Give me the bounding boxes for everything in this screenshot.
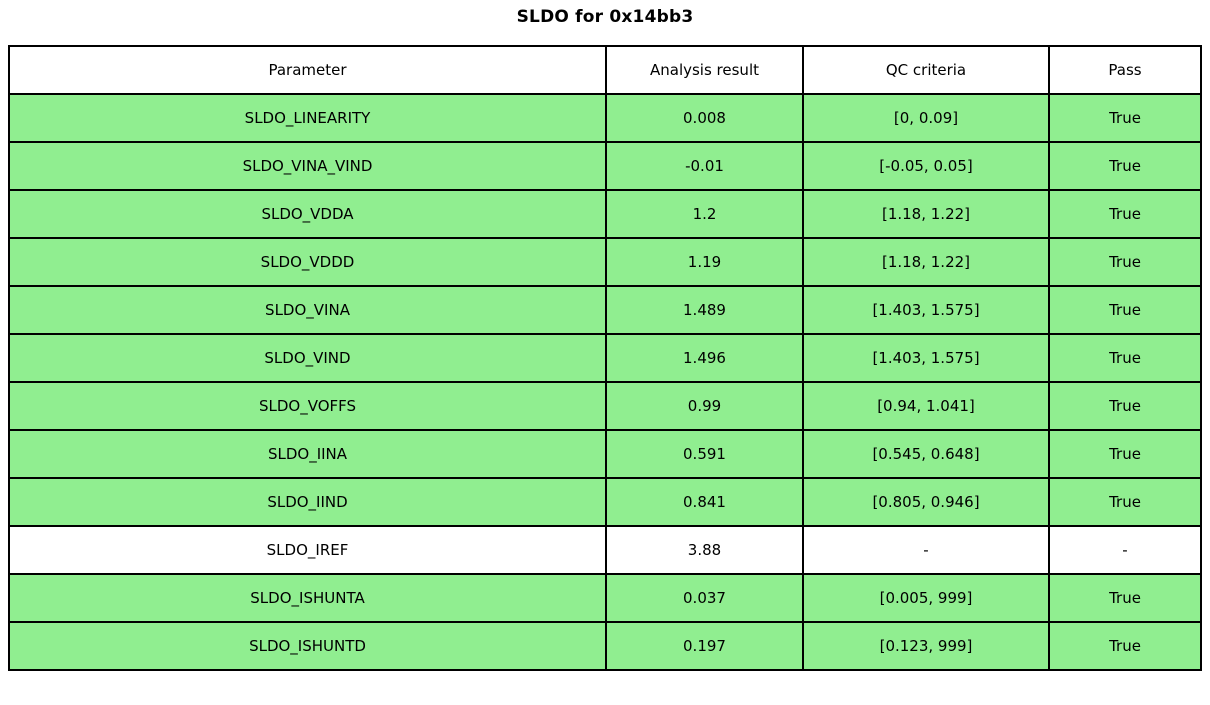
cell-pass: True bbox=[1048, 573, 1202, 623]
cell-qc-criteria: [0.94, 1.041] bbox=[802, 381, 1050, 431]
cell-analysis-result: 1.19 bbox=[605, 237, 804, 287]
cell-qc-criteria: [0.545, 0.648] bbox=[802, 429, 1050, 479]
header-row: Parameter Analysis result QC criteria Pa… bbox=[8, 45, 1202, 95]
cell-qc-criteria: [1.18, 1.22] bbox=[802, 237, 1050, 287]
cell-analysis-result: -0.01 bbox=[605, 141, 804, 191]
column-header-analysis-result: Analysis result bbox=[605, 45, 804, 95]
cell-pass: True bbox=[1048, 189, 1202, 239]
table-row: SLDO_LINEARITY 0.008 [0, 0.09] True bbox=[8, 93, 1202, 143]
cell-analysis-result: 0.197 bbox=[605, 621, 804, 671]
cell-parameter: SLDO_VINA bbox=[8, 285, 607, 335]
cell-pass: True bbox=[1048, 429, 1202, 479]
table-row: SLDO_ISHUNTA 0.037 [0.005, 999] True bbox=[8, 573, 1202, 623]
cell-parameter: SLDO_LINEARITY bbox=[8, 93, 607, 143]
cell-qc-criteria: [0, 0.09] bbox=[802, 93, 1050, 143]
cell-qc-criteria: - bbox=[802, 525, 1050, 575]
cell-analysis-result: 0.008 bbox=[605, 93, 804, 143]
cell-qc-criteria: [1.18, 1.22] bbox=[802, 189, 1050, 239]
table-row: SLDO_IIND 0.841 [0.805, 0.946] True bbox=[8, 477, 1202, 527]
cell-parameter: SLDO_VIND bbox=[8, 333, 607, 383]
cell-analysis-result: 1.496 bbox=[605, 333, 804, 383]
cell-parameter: SLDO_VINA_VIND bbox=[8, 141, 607, 191]
table-body: SLDO_LINEARITY 0.008 [0, 0.09] True SLDO… bbox=[8, 93, 1202, 671]
table-row: SLDO_IREF 3.88 - - bbox=[8, 525, 1202, 575]
cell-pass: True bbox=[1048, 141, 1202, 191]
cell-analysis-result: 3.88 bbox=[605, 525, 804, 575]
cell-parameter: SLDO_VDDA bbox=[8, 189, 607, 239]
cell-qc-criteria: [-0.05, 0.05] bbox=[802, 141, 1050, 191]
cell-parameter: SLDO_VOFFS bbox=[8, 381, 607, 431]
table-row: SLDO_IINA 0.591 [0.545, 0.648] True bbox=[8, 429, 1202, 479]
table-row: SLDO_VDDA 1.2 [1.18, 1.22] True bbox=[8, 189, 1202, 239]
column-header-pass: Pass bbox=[1048, 45, 1202, 95]
qc-results-table: Parameter Analysis result QC criteria Pa… bbox=[8, 45, 1202, 671]
cell-parameter: SLDO_ISHUNTA bbox=[8, 573, 607, 623]
cell-pass: True bbox=[1048, 477, 1202, 527]
cell-pass: True bbox=[1048, 93, 1202, 143]
cell-pass: - bbox=[1048, 525, 1202, 575]
cell-pass: True bbox=[1048, 621, 1202, 671]
table-row: SLDO_VOFFS 0.99 [0.94, 1.041] True bbox=[8, 381, 1202, 431]
cell-parameter: SLDO_IINA bbox=[8, 429, 607, 479]
cell-pass: True bbox=[1048, 333, 1202, 383]
cell-analysis-result: 1.489 bbox=[605, 285, 804, 335]
column-header-parameter: Parameter bbox=[8, 45, 607, 95]
cell-analysis-result: 0.99 bbox=[605, 381, 804, 431]
cell-parameter: SLDO_IIND bbox=[8, 477, 607, 527]
cell-analysis-result: 0.841 bbox=[605, 477, 804, 527]
cell-parameter: SLDO_VDDD bbox=[8, 237, 607, 287]
cell-qc-criteria: [0.005, 999] bbox=[802, 573, 1050, 623]
table-row: SLDO_ISHUNTD 0.197 [0.123, 999] True bbox=[8, 621, 1202, 671]
table-row: SLDO_VIND 1.496 [1.403, 1.575] True bbox=[8, 333, 1202, 383]
table-row: SLDO_VINA 1.489 [1.403, 1.575] True bbox=[8, 285, 1202, 335]
cell-pass: True bbox=[1048, 381, 1202, 431]
cell-parameter: SLDO_ISHUNTD bbox=[8, 621, 607, 671]
cell-analysis-result: 0.037 bbox=[605, 573, 804, 623]
column-header-qc-criteria: QC criteria bbox=[802, 45, 1050, 95]
cell-pass: True bbox=[1048, 285, 1202, 335]
cell-parameter: SLDO_IREF bbox=[8, 525, 607, 575]
table-header: Parameter Analysis result QC criteria Pa… bbox=[8, 45, 1202, 95]
cell-qc-criteria: [1.403, 1.575] bbox=[802, 333, 1050, 383]
cell-qc-criteria: [0.123, 999] bbox=[802, 621, 1050, 671]
cell-qc-criteria: [1.403, 1.575] bbox=[802, 285, 1050, 335]
cell-qc-criteria: [0.805, 0.946] bbox=[802, 477, 1050, 527]
cell-analysis-result: 1.2 bbox=[605, 189, 804, 239]
page-title: SLDO for 0x14bb3 bbox=[516, 7, 694, 27]
table-row: SLDO_VINA_VIND -0.01 [-0.05, 0.05] True bbox=[8, 141, 1202, 191]
cell-pass: True bbox=[1048, 237, 1202, 287]
cell-analysis-result: 0.591 bbox=[605, 429, 804, 479]
table-row: SLDO_VDDD 1.19 [1.18, 1.22] True bbox=[8, 237, 1202, 287]
